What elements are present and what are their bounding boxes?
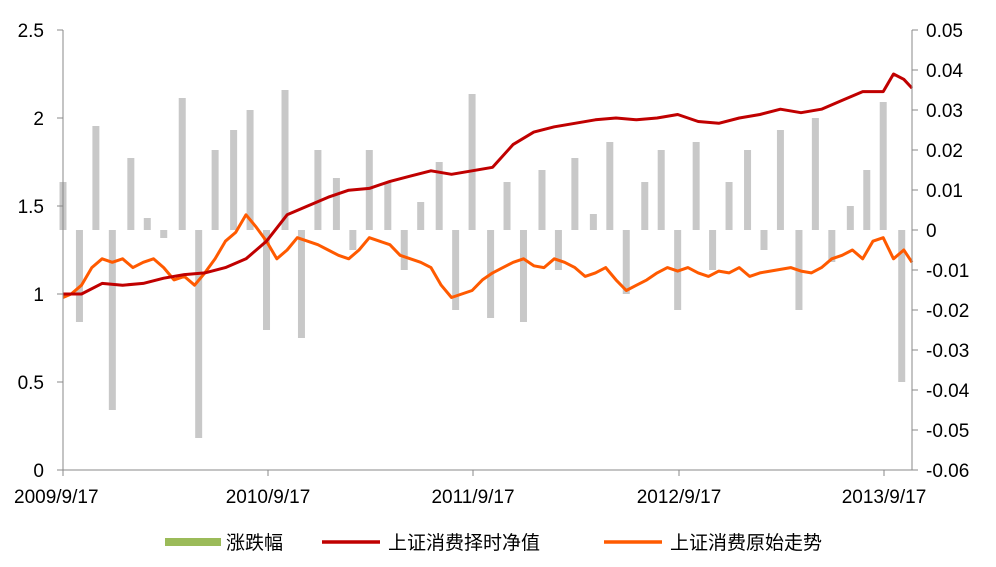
right-tick-label: 0.03: [926, 101, 963, 122]
right-tick-label: 0.05: [926, 21, 963, 42]
bar: [452, 230, 460, 310]
x-tick-label: 2012/9/17: [637, 487, 722, 508]
bar: [641, 182, 649, 230]
bar: [211, 150, 219, 230]
right-axis-ticks: -0.06 -0.05 -0.04 -0.03 -0.02 -0.01 0 0.01 0.02 0…: [912, 21, 970, 482]
bar: [246, 110, 254, 230]
right-tick-label: -0.02: [926, 301, 969, 322]
bar: [75, 230, 83, 322]
bar: [178, 98, 186, 230]
bar: [263, 230, 271, 330]
legend-swatch-change: [165, 538, 221, 546]
bar: [538, 170, 546, 230]
bar: [127, 158, 135, 230]
right-tick-label: 0.02: [926, 141, 963, 162]
right-tick-label: 0.04: [926, 61, 963, 82]
right-tick-label: -0.03: [926, 341, 969, 362]
bar: [281, 90, 289, 230]
x-tick-label: 2009/9/17: [14, 487, 99, 508]
bar: [230, 130, 238, 230]
legend-label-original: 上证消费原始走势: [670, 532, 822, 554]
left-tick-label: 0: [33, 461, 44, 482]
bar: [776, 130, 784, 230]
line-original: [62, 213, 914, 299]
bar: [435, 162, 443, 230]
bar: [589, 214, 597, 230]
bar: [863, 170, 871, 230]
x-tick-label: 2013/9/17: [842, 487, 927, 508]
bar: [692, 142, 700, 230]
bar: [143, 218, 151, 230]
line-series-layer: [62, 72, 914, 299]
right-tick-label: -0.01: [926, 261, 969, 282]
legend-label-timing: 上证消费择时净值: [388, 532, 540, 554]
right-tick-label: 0: [926, 221, 937, 242]
bar: [519, 230, 527, 322]
legend-item-original: 上证消费原始走势: [604, 532, 822, 554]
left-tick-label: 0.5: [18, 373, 44, 394]
x-axis-ticks: 2009/9/17 2010/9/17 2011/9/17 2012/9/17 2013…: [14, 470, 926, 508]
bar-series-change: [59, 90, 906, 438]
right-tick-label: -0.06: [926, 461, 969, 482]
bar: [828, 230, 836, 262]
bar: [571, 158, 579, 230]
bar: [332, 178, 340, 230]
x-tick-label: 2010/9/17: [226, 487, 311, 508]
bar: [760, 230, 768, 250]
bar: [400, 230, 408, 270]
right-tick-label: -0.05: [926, 421, 969, 442]
bar: [195, 230, 203, 438]
bar: [606, 142, 614, 230]
bar: [898, 230, 906, 382]
bar: [297, 230, 305, 338]
right-tick-label: -0.04: [926, 381, 970, 402]
bar: [503, 182, 511, 230]
bar: [879, 102, 887, 230]
bar: [384, 182, 392, 230]
bar: [709, 230, 717, 270]
right-tick-label: 0.01: [926, 181, 963, 202]
bar: [365, 150, 373, 230]
bar: [846, 206, 854, 230]
bar: [468, 94, 476, 230]
bar: [108, 230, 116, 410]
bar: [349, 230, 357, 250]
legend-item-timing: 上证消费择时净值: [322, 532, 540, 554]
bar: [725, 182, 733, 230]
left-tick-label: 2: [33, 109, 44, 130]
bar: [811, 118, 819, 230]
bar: [314, 150, 322, 230]
bar: [160, 230, 168, 238]
bar: [554, 230, 562, 270]
bar: [744, 150, 752, 230]
legend-item-change: 涨跌幅: [165, 532, 283, 554]
legend-label-change: 涨跌幅: [226, 532, 283, 554]
x-tick-label: 2011/9/17: [431, 487, 514, 508]
bar: [657, 150, 665, 230]
axes: [62, 30, 913, 471]
line-timing: [63, 72, 914, 296]
legend: 涨跌幅 上证消费择时净值 上证消费原始走势: [165, 532, 822, 554]
left-axis-ticks: 0 0.5 1 1.5 2 2.5: [18, 21, 63, 482]
bar: [622, 230, 630, 294]
left-tick-label: 2.5: [18, 21, 44, 42]
bar: [417, 202, 425, 230]
bar: [92, 126, 100, 230]
left-tick-label: 1.5: [18, 197, 44, 218]
left-tick-label: 1: [33, 285, 44, 306]
